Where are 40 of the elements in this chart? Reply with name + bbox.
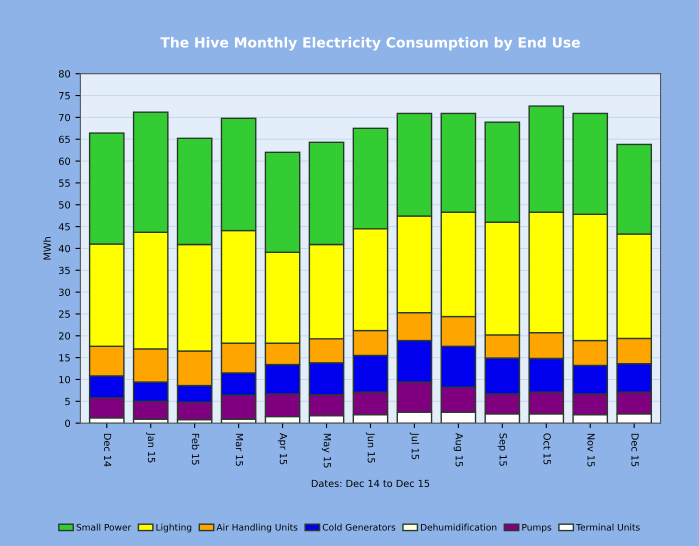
legend-label: Terminal Units: [576, 524, 640, 531]
y-tick-label: 45: [58, 223, 70, 230]
legend-label: Cold Generators: [322, 524, 396, 531]
x-tick-label: Sep 15: [498, 434, 507, 466]
x-tick-label: Jun 15: [366, 432, 375, 463]
y-tick-label: 50: [59, 201, 70, 209]
x-tick-label: Nov 15: [587, 434, 595, 466]
x-tick-label: Jan 15: [146, 432, 156, 462]
x-tick-label: May 15: [322, 434, 331, 468]
y-tick-label: 25: [59, 310, 70, 318]
y-tick-label: 15: [59, 354, 70, 362]
x-tick-label: Dec 14: [104, 434, 112, 467]
y-tick-label: 70: [59, 114, 70, 122]
y-tick-label: 10: [59, 376, 70, 384]
legend-label: Dehumidification: [421, 524, 496, 531]
y-tick-label: 75: [59, 92, 70, 100]
legend-label: Small Power: [76, 524, 132, 531]
y-tick-label: 65: [58, 136, 70, 144]
legend-label: Pumps: [522, 524, 552, 532]
y-tick-label: 5: [65, 398, 70, 406]
x-tick-label: Apr 15: [278, 432, 287, 464]
y-axis-title: MWh: [43, 237, 51, 260]
y-tick-label: 40: [58, 244, 70, 252]
y-tick-label: 35: [59, 266, 70, 274]
y-tick-label: 80: [58, 70, 70, 78]
x-tick-label: Dec 15: [631, 434, 639, 466]
x-tick-label: Aug 15: [454, 432, 463, 466]
y-tick-label: 55: [59, 180, 70, 187]
x-tick-label: Jul 15: [410, 432, 420, 460]
x-tick-label: Oct 15: [543, 433, 551, 464]
x-axis-title: Dates: Dec 14 to Dec 15: [312, 480, 430, 488]
x-tick-label: Feb 15: [192, 434, 200, 465]
y-tick-label: 60: [58, 158, 70, 165]
y-tick-label: 30: [59, 288, 70, 296]
legend-label: Air Handling Units: [216, 524, 298, 532]
y-tick-label: 0: [65, 420, 70, 427]
chart-title: The Hive Monthly Electricity Consumption by End Use: [160, 36, 580, 50]
y-tick-label: 20: [59, 332, 70, 340]
x-tick-label: Mar 15: [236, 434, 244, 466]
legend-label: Lighting: [156, 524, 192, 532]
